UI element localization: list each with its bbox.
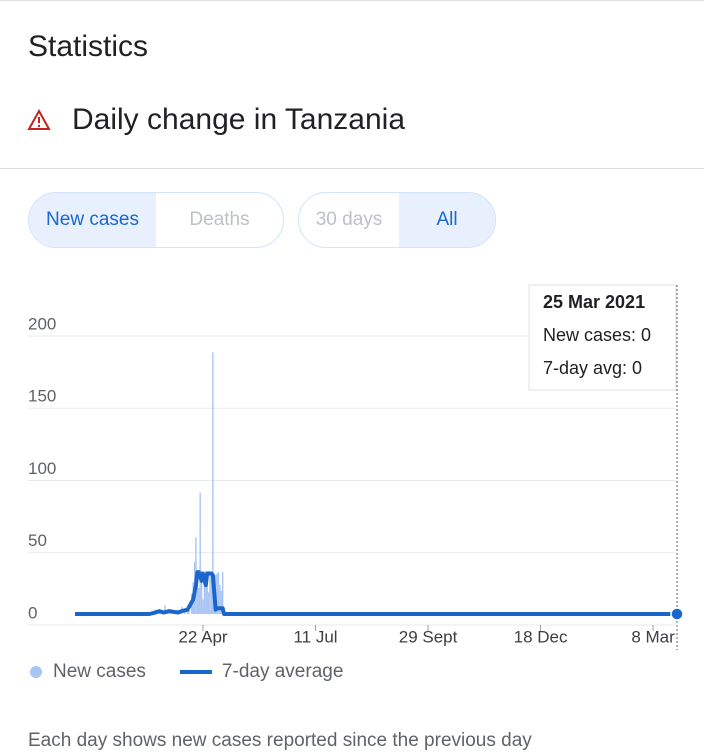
metric-toggle: New cases Deaths bbox=[28, 192, 284, 248]
line bbox=[75, 570, 677, 616]
y-tick-label: 150 bbox=[28, 387, 56, 406]
legend-swatch bbox=[30, 666, 42, 678]
tooltip-date: 25 Mar 2021 bbox=[543, 292, 645, 312]
x-tick-label: 22 Apr bbox=[178, 627, 227, 646]
bar bbox=[196, 572, 199, 614]
warning-icon bbox=[27, 108, 51, 130]
bar bbox=[203, 577, 206, 614]
tab[interactable]: New cases bbox=[29, 193, 156, 247]
x-tick-label: 29 Sept bbox=[399, 627, 458, 646]
bar bbox=[212, 352, 214, 614]
tab[interactable]: All bbox=[399, 193, 495, 247]
y-tick-label: 0 bbox=[28, 603, 37, 622]
chart: 0 50 100 150 200 22 Apr 11 Jul 29 Sept 18 Dec 8 M… bbox=[28, 284, 684, 682]
y-tick-label: 50 bbox=[28, 531, 47, 550]
x-tick-label: 8 Mar bbox=[631, 627, 675, 646]
page-title: Statistics bbox=[28, 30, 149, 63]
hover-point bbox=[670, 607, 684, 621]
bar bbox=[219, 585, 221, 614]
bar bbox=[205, 570, 207, 614]
x-tick-label: 11 Jul bbox=[293, 627, 337, 646]
bar bbox=[207, 592, 210, 614]
legend-label: New cases bbox=[53, 661, 146, 682]
bar bbox=[200, 570, 203, 614]
y-tick-label: 100 bbox=[28, 459, 56, 478]
y-tick-label: 200 bbox=[28, 314, 56, 333]
bar bbox=[206, 585, 208, 614]
tooltip-line: 7-day avg: 0 bbox=[543, 358, 642, 378]
tab[interactable]: 30 days bbox=[315, 209, 383, 230]
bar bbox=[199, 492, 201, 614]
footnote: Each day shows new cases reported since … bbox=[28, 730, 532, 751]
bar bbox=[184, 611, 186, 614]
legend-label: 7-day average bbox=[222, 661, 343, 682]
bar bbox=[209, 573, 211, 614]
bar bbox=[202, 599, 204, 614]
top-border bbox=[0, 0, 704, 1]
bar bbox=[164, 605, 166, 614]
bar bbox=[221, 572, 224, 614]
tab[interactable]: Deaths bbox=[189, 209, 250, 230]
tooltip-line: New cases: 0 bbox=[543, 325, 651, 345]
subtitle: Daily change in Tanzania bbox=[72, 103, 406, 136]
bar bbox=[210, 572, 213, 614]
bar bbox=[217, 572, 220, 614]
tooltip-box bbox=[528, 284, 677, 391]
range-toggle: 30 days All bbox=[298, 192, 496, 248]
bar bbox=[216, 573, 218, 614]
x-tick-label: 18 Dec bbox=[514, 627, 568, 646]
bar bbox=[198, 587, 200, 614]
bar bbox=[186, 609, 189, 614]
bar bbox=[220, 590, 222, 614]
divider bbox=[0, 168, 704, 169]
